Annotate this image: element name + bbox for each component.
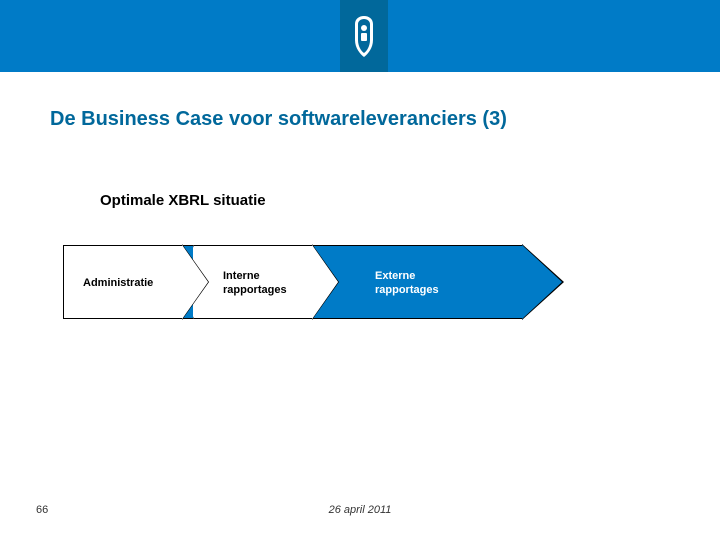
gov-logo — [340, 0, 388, 72]
subtitle: Optimale XBRL situatie — [100, 192, 266, 209]
process-diagram: Administratie Internerapportages Externe… — [63, 245, 563, 319]
footer-date: 26 april 2011 — [0, 504, 720, 516]
step-2-label: Internerapportages — [223, 269, 287, 297]
step-1-label: Administratie — [83, 277, 153, 289]
page-title: De Business Case voor softwareleverancie… — [50, 108, 507, 131]
coat-of-arms-icon — [349, 14, 379, 59]
step-3-label: Externerapportages — [375, 269, 439, 297]
